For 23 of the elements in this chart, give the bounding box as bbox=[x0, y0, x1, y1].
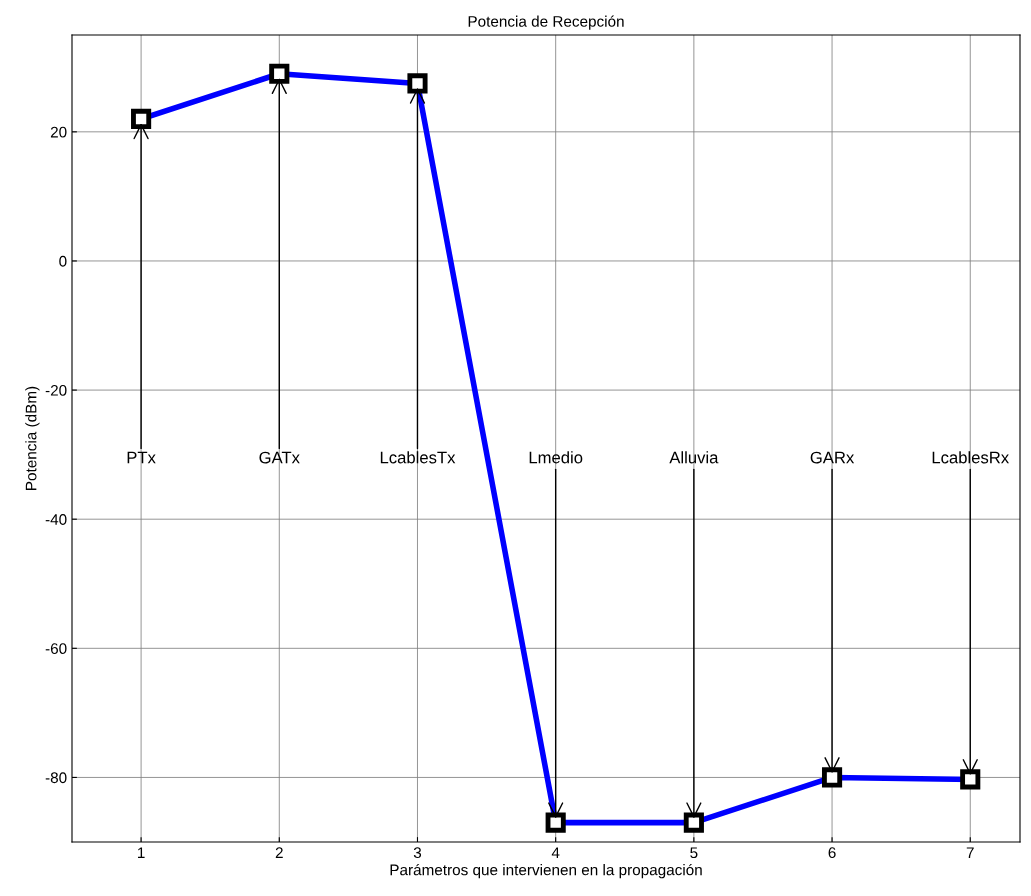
x-tick-label: 6 bbox=[828, 847, 836, 859]
y-tick-label: -60 bbox=[45, 643, 67, 655]
annotation: LcablesRx bbox=[932, 451, 1009, 464]
chart-title: Potencia de Recepción bbox=[468, 15, 624, 30]
x-tick-label: 3 bbox=[413, 847, 422, 859]
x-tick-label: 2 bbox=[275, 847, 283, 858]
y-tick-label: -40 bbox=[45, 514, 67, 525]
annotation: PTx bbox=[127, 451, 156, 464]
annotation: LcablesTx bbox=[380, 451, 456, 464]
x-tick-label: 4 bbox=[551, 847, 560, 858]
annotation: Alluvia bbox=[669, 451, 719, 464]
x-tick-label: 7 bbox=[966, 847, 974, 858]
annotation: GATx bbox=[259, 451, 300, 464]
x-tick-label: 1 bbox=[138, 847, 145, 858]
annotation: GARx bbox=[810, 451, 855, 464]
y-tick-label: -80 bbox=[45, 772, 67, 784]
y-tick-label: 20 bbox=[50, 126, 67, 138]
x-axis-title: Parámetros que intervienen en la propagación bbox=[390, 863, 702, 879]
x-tick-label: 5 bbox=[690, 847, 698, 859]
annotation: Lmedio bbox=[529, 451, 583, 464]
y-tick-label: -20 bbox=[45, 384, 67, 396]
y-axis-title: Potencia (dBm) bbox=[25, 386, 40, 490]
y-tick-label: 0 bbox=[59, 255, 67, 267]
